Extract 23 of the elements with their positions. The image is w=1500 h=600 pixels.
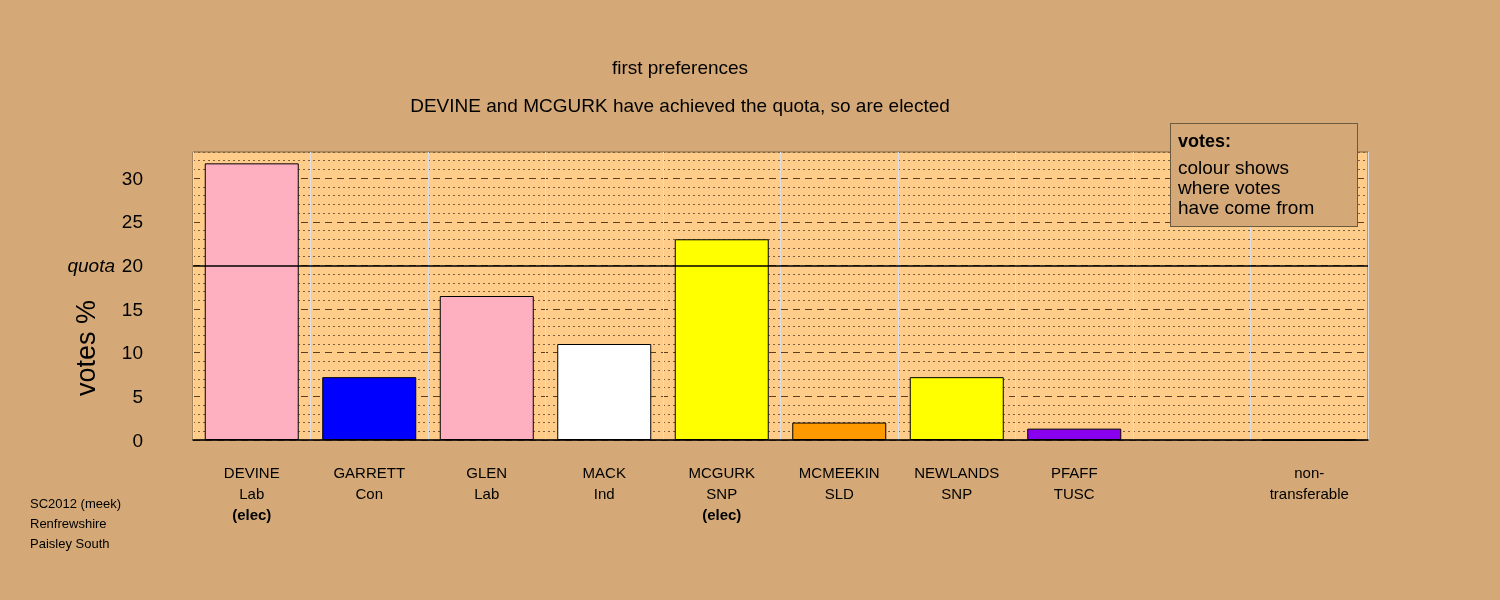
text: SC2012 (meek) Renfrewshire Paisley South — [30, 495, 122, 551]
note-box: votes: colour shows where votes have come from — [1170, 123, 1358, 227]
ref-line-label: quota — [67, 254, 115, 276]
y-tick-label: 15 — [121, 298, 143, 320]
x-tick-label: DEVINE Lab (elec) — [223, 464, 280, 523]
chart-title: first preferences — [611, 57, 749, 78]
y-tick-label: 25 — [121, 211, 143, 233]
y-tick-label: 30 — [121, 167, 143, 189]
y-tick-label: 0 — [132, 429, 143, 451]
x-tick-label: MACK Ind — [582, 464, 626, 502]
x-tick-label: non- transferable — [1269, 464, 1349, 502]
x-tick-label: MCGURK SNP (elec) — [688, 464, 756, 523]
x-tick-label: GLEN Lab — [466, 464, 508, 502]
x-tick-label: NEWLANDS SNP — [914, 464, 1000, 502]
x-tick-label: GARRETT Con — [333, 464, 406, 502]
chart-subtitle: DEVINE and MCGURK have achieved the quota, so are elected — [410, 95, 950, 116]
x-tick-label: PFAFF TUSC — [1050, 464, 1098, 502]
y-tick-label: 5 — [132, 385, 143, 407]
y-tick-label: 10 — [121, 342, 143, 364]
y-tick-label: 20 — [121, 254, 143, 276]
annotation: colour shows where votes have come from — [1178, 157, 1316, 218]
x-tick-label: MCMEEKIN SLD — [798, 464, 880, 502]
y-axis-title: votes % — [70, 300, 101, 397]
